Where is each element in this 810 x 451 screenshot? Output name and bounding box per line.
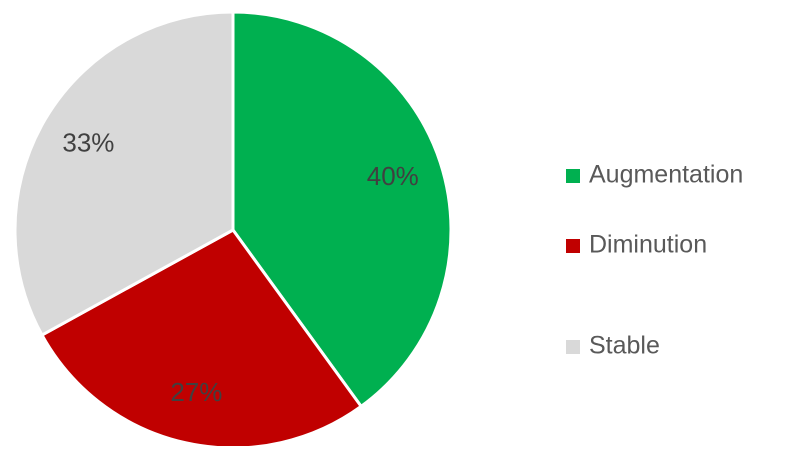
legend-swatch (566, 169, 580, 183)
data-label: 33% (62, 127, 114, 157)
pie-slice (40, 228, 363, 450)
legend-label: Stable (589, 332, 660, 360)
data-label: 40% (367, 161, 419, 191)
legend-label: Augmentation (589, 161, 743, 189)
legend-swatch (566, 239, 580, 253)
pie-slice (231, 10, 453, 408)
pie-slice (13, 10, 235, 337)
data-label: 27% (170, 377, 222, 407)
legend-swatch (566, 340, 580, 354)
legend-label: Diminution (589, 231, 707, 259)
